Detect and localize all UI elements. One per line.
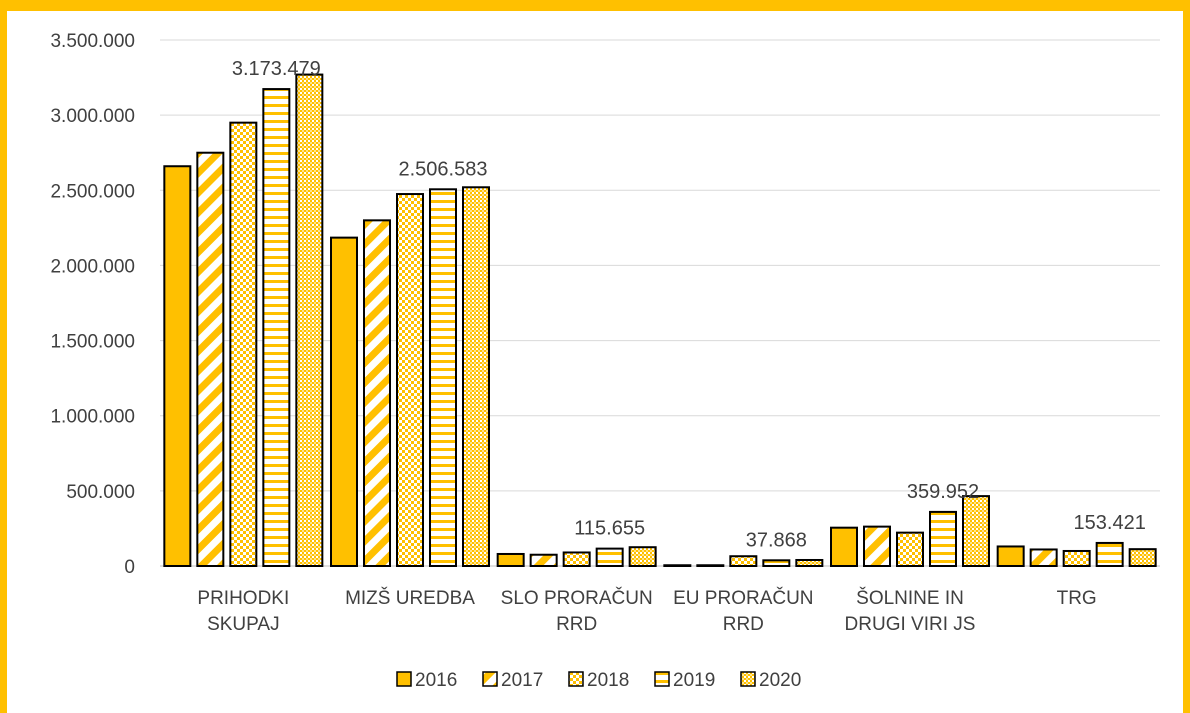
bar-2017 xyxy=(196,151,225,567)
y-tick-label: 3.500.000 xyxy=(50,31,135,52)
category-label: SLO PRORAČUN RRD xyxy=(501,587,653,635)
gridlines xyxy=(160,39,1160,567)
bar-2017 xyxy=(863,525,891,567)
legend-label-2020: 2020 xyxy=(759,670,801,691)
bar-2016 xyxy=(830,526,858,567)
legend-swatch-2018 xyxy=(568,671,584,687)
y-tick-label: 2.500.000 xyxy=(50,181,135,202)
y-tick-label: 2.000.000 xyxy=(50,256,135,277)
bar-2016 xyxy=(330,236,358,568)
data-label: 3.173.479 xyxy=(232,58,321,80)
category-label: TRG xyxy=(1057,588,1097,609)
bar-2018 xyxy=(562,551,591,568)
legend: 2016 2017 2018 2019 2020 xyxy=(396,670,801,691)
bar-2019 xyxy=(429,188,457,567)
bar-2018 xyxy=(896,531,924,568)
bar-2020 xyxy=(962,495,990,568)
legend-label-2016: 2016 xyxy=(415,670,457,691)
bar-2020 xyxy=(628,546,657,568)
legend-label-2017: 2017 xyxy=(501,670,543,691)
data-label: 37.868 xyxy=(746,529,807,551)
bar-2016 xyxy=(663,564,692,568)
bar-2019 xyxy=(595,547,624,568)
legend-swatch-2016 xyxy=(396,671,412,687)
bar-2016 xyxy=(496,552,525,568)
legend-swatch-2020 xyxy=(740,671,756,687)
y-tick-label: 500.000 xyxy=(66,482,135,503)
bars xyxy=(163,73,1157,568)
legend-label-2018: 2018 xyxy=(587,670,629,691)
bar-2016 xyxy=(996,545,1025,567)
bar-2017 xyxy=(363,219,391,567)
data-label: 359.952 xyxy=(907,481,979,503)
bar-2019 xyxy=(262,88,291,567)
data-label: 153.421 xyxy=(1074,512,1146,534)
bar-2017 xyxy=(696,564,725,568)
legend-swatch-2017 xyxy=(482,671,498,687)
data-label: 2.506.583 xyxy=(399,158,488,180)
y-tick-label: 0 xyxy=(124,557,135,578)
category-label: ŠOLNINE IN DRUGI VIRI JS xyxy=(845,587,976,635)
bar-2018 xyxy=(396,193,424,568)
y-tick-label: 1.500.000 xyxy=(50,332,135,353)
legend-swatch-2019 xyxy=(654,671,670,687)
bar-2020 xyxy=(462,186,490,567)
legend-label-2019: 2019 xyxy=(673,670,715,691)
bar-2018 xyxy=(729,555,758,568)
bar-2019 xyxy=(929,510,957,567)
x-axis: PRIHODKI SKUPAJ MIZŠ UREDBA SLO PRORAČUN RRD… xyxy=(197,587,1096,635)
bar-2019 xyxy=(1095,541,1124,567)
data-label: 115.655 xyxy=(574,518,645,540)
category-label: MIZŠ UREDBA xyxy=(345,587,475,609)
y-tick-label: 1.000.000 xyxy=(50,407,135,428)
bar-2018 xyxy=(229,121,258,568)
data-labels: 3.173.479 2.506.583 115.655 37.868 359.952 15… xyxy=(232,58,1146,551)
bar-2017 xyxy=(1029,548,1058,567)
bar-2020 xyxy=(295,73,324,568)
category-label: EU PRORAČUN RRD xyxy=(673,587,813,635)
bar-2020 xyxy=(1128,548,1157,568)
y-tick-label: 3.000.000 xyxy=(50,106,135,127)
bar-2017 xyxy=(529,553,558,568)
bar-2019 xyxy=(762,559,791,567)
bar-2020 xyxy=(795,558,824,568)
y-axis: 0 500.000 1.000.000 1.500.000 2.000.000 2.500… xyxy=(50,31,135,578)
category-label: PRIHODKI SKUPAJ xyxy=(197,588,289,635)
bar-2018 xyxy=(1062,549,1091,568)
bar-2016 xyxy=(163,165,192,568)
